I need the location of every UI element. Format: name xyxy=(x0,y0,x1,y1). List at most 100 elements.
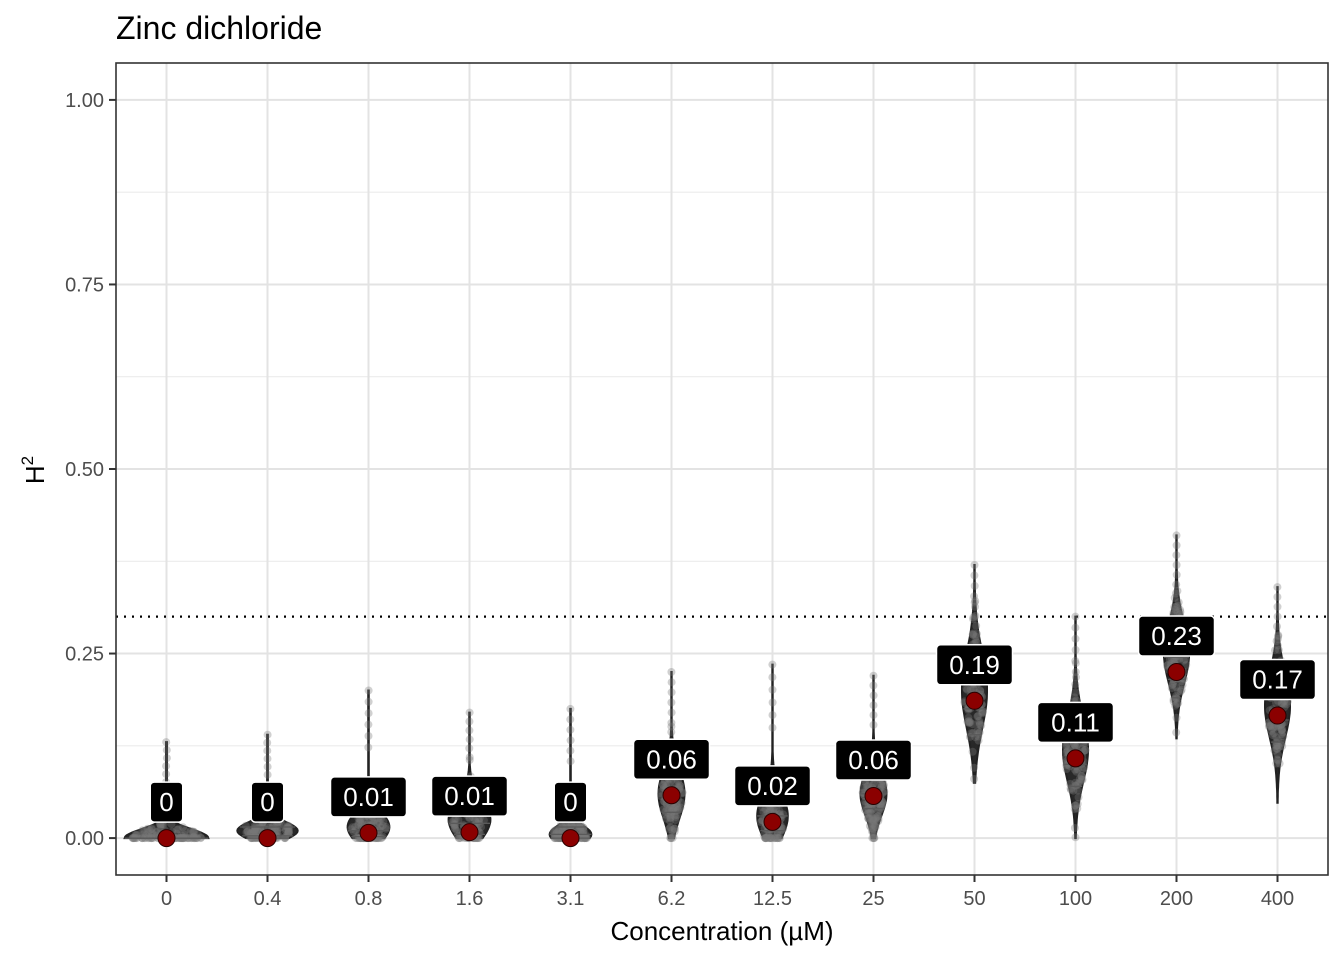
data-point xyxy=(281,826,290,835)
data-point xyxy=(667,678,676,687)
data-point xyxy=(666,834,675,843)
data-point xyxy=(667,708,676,717)
data-point xyxy=(552,825,561,834)
data-point xyxy=(879,780,888,789)
data-point xyxy=(1174,699,1183,707)
data-point xyxy=(250,829,258,838)
x-tick-label: 100 xyxy=(1059,888,1092,910)
data-point xyxy=(1168,680,1177,689)
data-point xyxy=(364,686,373,695)
data-point xyxy=(1071,801,1080,810)
data-point xyxy=(1273,750,1282,759)
data-point xyxy=(145,826,154,835)
data-point xyxy=(1172,561,1181,569)
data-point xyxy=(1071,765,1079,774)
data-point xyxy=(273,826,282,835)
data-point xyxy=(966,718,975,727)
data-point xyxy=(766,834,775,843)
data-point xyxy=(1273,755,1282,764)
data-point xyxy=(374,818,383,827)
data-point xyxy=(1264,722,1273,731)
data-point xyxy=(179,823,187,832)
data-point xyxy=(566,746,575,755)
x-tick-label: 12.5 xyxy=(753,888,792,910)
data-point xyxy=(971,602,979,611)
data-point xyxy=(869,814,878,823)
data-point xyxy=(1073,781,1081,790)
mean-label-text: 0.17 xyxy=(1252,665,1303,695)
data-point xyxy=(869,834,878,843)
data-point xyxy=(250,825,259,834)
data-point xyxy=(1078,775,1087,784)
data-point xyxy=(1074,779,1083,788)
data-point xyxy=(1278,699,1287,708)
mean-label: 0.11 xyxy=(1036,701,1115,744)
data-point xyxy=(465,753,474,762)
mean-label-text: 0.01 xyxy=(444,781,495,811)
data-point xyxy=(1069,786,1078,795)
data-point xyxy=(864,814,873,823)
data-point xyxy=(970,561,979,569)
data-point xyxy=(1073,800,1082,808)
violin-group: 0.01 xyxy=(430,708,509,843)
data-point xyxy=(1273,612,1282,621)
data-point xyxy=(671,816,680,825)
data-point xyxy=(671,803,680,812)
data-point xyxy=(1275,759,1284,768)
data-point xyxy=(189,827,198,836)
violin-group: 0 xyxy=(236,730,299,848)
data-point xyxy=(1171,701,1180,710)
data-point xyxy=(1182,661,1191,669)
data-point xyxy=(1173,700,1182,708)
data-point xyxy=(768,673,777,682)
data-point xyxy=(762,834,770,843)
data-point xyxy=(765,834,774,843)
data-point xyxy=(186,827,195,835)
data-point xyxy=(479,816,488,825)
data-point xyxy=(1171,589,1180,598)
data-point xyxy=(869,820,878,829)
data-point xyxy=(143,824,152,833)
data-point xyxy=(768,660,777,669)
mean-label-text: 0.19 xyxy=(949,650,1000,680)
violin-group: 0.23 xyxy=(1137,531,1216,740)
data-point xyxy=(874,814,883,823)
data-point xyxy=(676,782,685,791)
data-point xyxy=(1172,602,1180,611)
data-point xyxy=(1071,680,1080,689)
violin-group: 0 xyxy=(123,738,210,848)
data-point xyxy=(576,823,585,832)
data-point xyxy=(1173,608,1182,617)
data-point xyxy=(566,715,575,724)
data-point xyxy=(775,834,784,843)
data-point xyxy=(1072,767,1081,776)
data-point xyxy=(364,709,373,718)
data-point xyxy=(670,824,679,833)
mean-label-box xyxy=(733,765,812,807)
data-point xyxy=(1071,778,1080,787)
data-point xyxy=(1071,833,1080,842)
mean-label: 0.06 xyxy=(632,738,711,781)
mean-label-text: 0.11 xyxy=(1051,707,1100,737)
data-point xyxy=(566,757,575,766)
data-point xyxy=(969,684,978,693)
mean-point xyxy=(864,787,883,806)
data-point xyxy=(1279,732,1288,741)
data-point xyxy=(1274,632,1283,641)
mean-label: 0.17 xyxy=(1238,658,1317,701)
violin-group: 0.01 xyxy=(329,686,408,843)
data-point xyxy=(773,834,782,843)
data-point xyxy=(1270,746,1279,755)
data-point xyxy=(964,713,973,722)
data-point xyxy=(263,762,272,771)
data-point xyxy=(879,781,888,790)
data-point xyxy=(241,821,250,830)
data-point xyxy=(1267,726,1276,735)
data-point xyxy=(140,827,149,835)
x-tick-label: 25 xyxy=(862,888,884,910)
data-point xyxy=(669,804,678,813)
data-point xyxy=(1071,645,1080,654)
data-point xyxy=(973,712,982,721)
data-point xyxy=(575,822,584,831)
data-point xyxy=(970,571,979,580)
